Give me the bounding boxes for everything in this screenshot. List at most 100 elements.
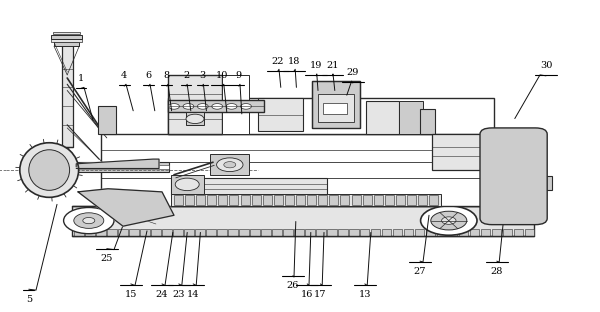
Bar xyxy=(229,195,238,205)
Text: 21: 21 xyxy=(326,61,338,70)
Bar xyxy=(418,195,427,205)
Text: 15: 15 xyxy=(125,290,137,299)
Bar xyxy=(494,134,535,218)
Bar xyxy=(415,229,424,236)
Bar xyxy=(173,229,183,236)
Circle shape xyxy=(442,217,456,224)
Circle shape xyxy=(226,104,237,109)
Bar xyxy=(382,229,391,236)
Bar xyxy=(76,162,169,172)
Bar xyxy=(407,195,416,205)
Bar xyxy=(514,229,523,236)
Circle shape xyxy=(175,178,199,191)
Bar xyxy=(241,195,250,205)
Bar xyxy=(385,195,394,205)
Bar xyxy=(371,229,380,236)
Circle shape xyxy=(502,167,538,186)
Bar xyxy=(98,106,116,134)
Bar xyxy=(470,229,479,236)
Bar xyxy=(430,195,438,205)
Bar xyxy=(250,229,260,236)
Text: 19: 19 xyxy=(310,61,322,70)
Text: 26: 26 xyxy=(287,281,299,290)
Bar xyxy=(349,229,359,236)
Circle shape xyxy=(431,211,467,230)
Circle shape xyxy=(83,217,95,224)
Bar xyxy=(524,229,534,236)
Bar xyxy=(323,103,347,114)
Circle shape xyxy=(241,104,251,109)
Bar xyxy=(162,229,172,236)
Bar xyxy=(53,32,80,34)
Bar xyxy=(296,195,305,205)
Bar xyxy=(491,229,501,236)
Bar xyxy=(420,109,435,134)
Circle shape xyxy=(186,114,204,124)
Text: 3: 3 xyxy=(199,71,205,80)
Bar xyxy=(185,195,194,205)
Bar xyxy=(338,229,347,236)
Text: 6: 6 xyxy=(146,71,152,80)
Circle shape xyxy=(74,213,104,228)
Bar xyxy=(228,229,238,236)
Bar xyxy=(239,229,249,236)
Bar xyxy=(206,229,216,236)
Text: 8: 8 xyxy=(164,71,170,80)
Circle shape xyxy=(217,158,243,172)
Text: 25: 25 xyxy=(101,254,113,263)
Bar xyxy=(374,195,383,205)
Circle shape xyxy=(509,171,531,182)
Text: 29: 29 xyxy=(347,68,359,77)
Text: 13: 13 xyxy=(359,290,371,299)
Bar xyxy=(168,98,494,134)
Bar xyxy=(274,195,283,205)
Text: 9: 9 xyxy=(236,71,242,80)
Bar xyxy=(307,195,316,205)
Bar xyxy=(363,195,372,205)
Bar xyxy=(222,75,249,134)
Text: 17: 17 xyxy=(314,290,326,299)
Bar xyxy=(54,42,79,46)
Bar xyxy=(283,229,293,236)
Bar xyxy=(118,229,128,236)
Text: 14: 14 xyxy=(187,290,199,299)
Bar xyxy=(140,229,150,236)
Text: 22: 22 xyxy=(272,56,284,66)
Bar xyxy=(393,229,403,236)
Bar xyxy=(448,229,457,236)
Bar xyxy=(360,229,370,236)
Text: 27: 27 xyxy=(414,267,426,276)
Bar xyxy=(327,229,337,236)
Bar xyxy=(272,229,281,236)
Bar xyxy=(329,195,338,205)
Bar xyxy=(85,229,95,236)
Bar xyxy=(62,44,73,147)
Text: 18: 18 xyxy=(288,56,300,66)
Text: 24: 24 xyxy=(156,290,168,299)
Bar xyxy=(481,229,490,236)
Bar xyxy=(426,229,436,236)
Bar xyxy=(531,176,552,190)
Bar xyxy=(305,229,314,236)
Bar xyxy=(252,195,260,205)
Circle shape xyxy=(64,207,114,234)
Bar xyxy=(218,195,227,205)
Bar xyxy=(101,134,494,206)
Bar xyxy=(210,154,249,175)
Bar xyxy=(318,94,354,122)
Bar xyxy=(107,229,117,236)
Bar xyxy=(263,195,272,205)
Bar xyxy=(76,165,169,169)
Text: 5: 5 xyxy=(26,295,32,304)
Circle shape xyxy=(125,199,151,213)
Bar xyxy=(171,194,441,206)
FancyBboxPatch shape xyxy=(480,128,547,225)
Bar xyxy=(285,195,294,205)
Bar xyxy=(51,39,82,42)
Text: 30: 30 xyxy=(540,61,552,70)
Polygon shape xyxy=(76,159,159,168)
Bar xyxy=(130,229,139,236)
Bar xyxy=(168,100,264,112)
Circle shape xyxy=(197,104,208,109)
Text: 23: 23 xyxy=(173,290,185,299)
